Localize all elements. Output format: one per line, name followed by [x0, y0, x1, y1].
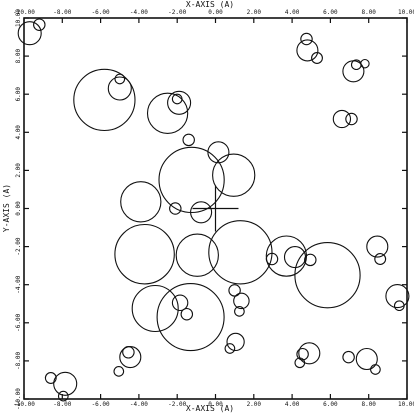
bottom-tick-label: 8.00 — [361, 401, 376, 408]
atom-circle — [296, 39, 319, 62]
x-axis-label: X-AXIS (A) — [186, 404, 234, 413]
atom-circle — [342, 350, 355, 364]
atom-circle — [131, 284, 179, 333]
atom-circle — [207, 141, 230, 164]
atom-circle — [175, 233, 219, 277]
atom-circle — [73, 68, 136, 132]
atom-circle — [17, 21, 42, 46]
atom-circle — [385, 284, 410, 309]
atom-circle — [53, 371, 78, 396]
atom-circle — [374, 253, 387, 265]
atom-circle — [33, 18, 46, 31]
top-tick-label: 4.00 — [285, 9, 300, 16]
atom-circle — [167, 90, 192, 115]
left-tick-group: -10.00 -8.00 -6.00 -4.00 -2.00 0.00 2.00 4.00 6.… — [15, 9, 407, 410]
atom-circle — [171, 93, 183, 105]
atom-circle — [283, 246, 307, 269]
atom-circle — [226, 332, 245, 352]
top-tick-label: -4.00 — [130, 9, 148, 16]
atom-circle — [311, 52, 323, 64]
bottom-tick-label: 0.00 — [208, 401, 223, 408]
atom-circle — [366, 235, 389, 258]
top-tick-label: -2.00 — [168, 9, 186, 16]
atom-circle — [171, 294, 189, 312]
circle-group — [17, 18, 410, 402]
atom-circle — [298, 342, 321, 365]
bottom-tick-label: 2.00 — [247, 401, 262, 408]
atom-circle — [304, 253, 317, 267]
atom-circle — [300, 32, 313, 46]
bottom-tick-label: -4.00 — [130, 401, 148, 408]
left-tick-label: -4.00 — [15, 275, 22, 293]
atom-circle — [114, 73, 126, 85]
atom-circle — [294, 242, 361, 309]
atom-circle — [44, 372, 57, 384]
top-tick-group: -10.00 -8.00 -6.00 -4.00 -2.00 0.00 2.00 4.00 6.… — [13, 9, 414, 23]
left-tick-label: -10.00 — [15, 388, 22, 410]
atom-circle — [296, 347, 309, 361]
top-tick-label: -10.00 — [13, 9, 35, 16]
atom-circle — [114, 223, 175, 285]
left-tick-label: 10.00 — [15, 9, 22, 27]
top-tick-label: -6.00 — [92, 9, 110, 16]
atom-circle — [393, 300, 405, 312]
atom-circle — [180, 307, 194, 321]
atom-circle — [355, 347, 378, 371]
atom-circle — [345, 112, 358, 126]
top-tick-label: -8.00 — [53, 9, 71, 16]
atom-circle — [208, 220, 273, 285]
atom-circle — [370, 364, 381, 375]
atom-circle — [233, 292, 250, 310]
atom-circle — [169, 202, 182, 215]
atom-circle — [120, 181, 162, 223]
top-tick-label: 2.00 — [247, 9, 262, 16]
atom-circle — [234, 306, 245, 317]
left-tick-label: 0.00 — [15, 201, 22, 216]
top-tick-label: 10.00 — [398, 9, 414, 16]
y-axis-label: Y-AXIS (A) — [2, 184, 11, 232]
atom-circle — [224, 343, 236, 354]
atom-circle — [212, 153, 256, 197]
atom-circle — [332, 109, 352, 129]
atom-circle — [156, 283, 225, 352]
bottom-tick-label: -8.00 — [53, 401, 71, 408]
top-axis-label: X-AXIS (A) — [186, 0, 234, 9]
atom-circle — [158, 146, 225, 214]
atom-circle — [294, 357, 306, 369]
bottom-tick-label: -6.00 — [92, 401, 110, 408]
top-tick-label: 6.00 — [323, 9, 338, 16]
atom-circle — [190, 201, 213, 224]
bottom-tick-label: 6.00 — [323, 401, 338, 408]
atom-circle — [360, 58, 370, 69]
bottom-tick-label: -10.00 — [13, 401, 35, 408]
left-tick-label: -6.00 — [15, 313, 22, 331]
atom-circle — [107, 76, 132, 101]
bottom-tick-group: -10.00 -8.00 -6.00 -4.00 -2.00 0.00 2.00 4.00 6.… — [13, 394, 414, 408]
bottom-tick-label: -2.00 — [168, 401, 186, 408]
atom-circle — [182, 133, 195, 147]
atom-circle — [122, 346, 135, 359]
left-tick-label: 4.00 — [15, 125, 22, 140]
atom-circle — [265, 252, 279, 266]
left-tick-label: -2.00 — [15, 237, 22, 255]
atom-circle — [228, 284, 241, 297]
left-tick-label: 8.00 — [15, 48, 22, 63]
left-tick-label: 6.00 — [15, 87, 22, 102]
bottom-tick-label: 4.00 — [285, 401, 300, 408]
atom-circle — [113, 366, 125, 377]
atom-circle — [57, 390, 69, 402]
atom-circle — [146, 92, 189, 134]
left-tick-label: -8.00 — [15, 351, 22, 369]
bottom-tick-label: 10.00 — [398, 401, 414, 408]
top-tick-label: 8.00 — [361, 9, 376, 16]
top-tick-label: 0.00 — [208, 9, 223, 16]
left-tick-label: 2.00 — [15, 163, 22, 178]
